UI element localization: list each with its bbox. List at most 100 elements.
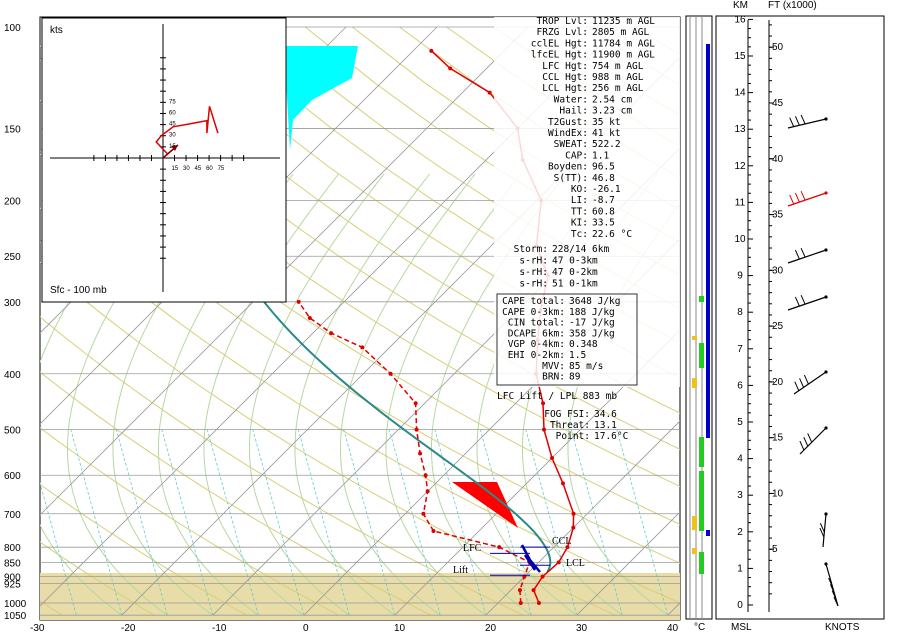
fog-label: FOG FSI: — [544, 409, 590, 420]
ft-tick-label: 40 — [772, 154, 784, 165]
pressure-tick-label: 100 — [4, 23, 21, 34]
index-value: 11900 m AGL — [592, 50, 655, 61]
index-label: Water: — [554, 94, 588, 105]
cape-value: 0.348 — [569, 339, 598, 350]
storm-value: 47 0-2km — [552, 267, 598, 278]
km-tick-label: 13 — [734, 124, 746, 135]
wind-column-frame — [715, 15, 885, 620]
cape-box — [496, 293, 638, 386]
dry-adiabat — [40, 541, 155, 616]
index-label: KI: — [571, 218, 588, 229]
index-label: TT: — [571, 206, 588, 217]
temperature-tick-label: 20 — [485, 623, 497, 634]
dewpoint-point — [431, 529, 436, 534]
temperature-point — [550, 455, 555, 460]
dewpoint-point — [423, 473, 428, 478]
pressure-tick-label: 500 — [4, 426, 21, 437]
pressure-tick-label: 700 — [4, 510, 21, 521]
dewpoint-point — [414, 427, 419, 432]
fog-value: 34.6 — [594, 409, 617, 420]
dewpoint-point — [518, 601, 523, 605]
isotherm — [40, 26, 438, 425]
dry-adiabat — [163, 26, 680, 379]
mixing-ratio-line — [70, 429, 123, 616]
moisture-bar-green — [699, 471, 704, 531]
km-tick-label: 12 — [734, 161, 746, 172]
temperature-tick-label: -30 — [30, 623, 45, 634]
km-tick-label: 10 — [734, 234, 746, 245]
index-label: KO: — [571, 184, 588, 195]
km-tick-label: 1 — [737, 563, 743, 574]
indices-background — [494, 17, 680, 387]
index-label: FRZG Lvl: — [537, 27, 588, 38]
temperature-tick-label: 10 — [394, 623, 406, 634]
dewpoint-point — [388, 371, 393, 376]
fog-value: 13.1 — [594, 420, 617, 431]
indices-panel: TROP Lvl: 11235 m AGL FRZG Lvl: 2805 m AGL c… — [494, 16, 680, 442]
wind-barb-dot — [824, 117, 828, 121]
km-tick-label: 3 — [737, 490, 743, 501]
temperature-tick-label: 40 — [667, 623, 679, 634]
index-value: 11235 m AGL — [592, 16, 655, 27]
moisture-bar-blue — [706, 44, 710, 438]
hodograph-x-tick-label: 15 — [172, 166, 179, 172]
parcel-lift-label: LFC Lift / LPL 883 mb — [497, 391, 617, 402]
pressure-tick-label: 150 — [4, 124, 21, 135]
index-value: -26.1 — [592, 184, 621, 195]
hodograph-range-label: Sfc - 100 mb — [50, 285, 107, 296]
hodograph-trace — [155, 106, 219, 155]
moisture-bar-yellow — [692, 378, 697, 388]
mixing-ratio-line — [525, 429, 578, 616]
pressure-tick-label: 800 — [4, 543, 21, 554]
pressure-tick-label: 900 — [4, 573, 21, 584]
hodograph-y-tick-label: 30 — [169, 133, 176, 139]
temperature-point — [536, 601, 541, 605]
wind-barb-staff — [822, 513, 827, 548]
ground-band — [40, 573, 680, 620]
ft-tick-label: 25 — [772, 321, 784, 332]
cape-value: 188 J/kg — [569, 307, 615, 318]
km-tick-label: 4 — [737, 454, 743, 465]
index-value: 41 kt — [592, 128, 621, 139]
ft-tick-label: 20 — [772, 377, 784, 388]
wind-barb-feather — [829, 584, 835, 594]
moisture-bar-yellow — [692, 516, 697, 530]
hodograph-x-tick-label: 75 — [218, 166, 225, 172]
index-value: 754 m AGL — [592, 61, 644, 72]
wind-barb-feather — [833, 596, 839, 607]
parcel-label: CCL — [552, 536, 571, 547]
moisture-bar-green — [699, 343, 704, 368]
wind-barb-feather — [831, 590, 837, 600]
moist-adiabat — [340, 173, 476, 616]
hodograph-inset: 15304560751530456075 kts Sfc - 100 mb — [41, 17, 287, 303]
index-value: 522.2 — [592, 139, 621, 150]
dewpoint-point — [296, 299, 301, 304]
moisture-bar-yellow — [692, 548, 697, 554]
temperature-point — [560, 481, 565, 486]
wind-barb-staff — [793, 371, 827, 395]
moisture-bar-green — [699, 552, 704, 574]
low-cape-area — [452, 482, 518, 528]
wind-barb-feather — [800, 114, 806, 125]
cape-value: 89 — [569, 372, 581, 383]
mixing-ratio-line — [434, 429, 487, 616]
km-tick-label: 0 — [737, 600, 743, 611]
km-tick-label: 15 — [734, 51, 746, 62]
km-tick-label: 2 — [737, 527, 743, 538]
wind-barb-feather — [789, 117, 795, 127]
storm-label: s-rH: — [519, 267, 548, 278]
wind-barb-feather — [803, 436, 809, 447]
ft-tick-label: 10 — [772, 488, 784, 499]
wind-barb-feather — [794, 116, 800, 126]
mixing-ratio-line — [388, 429, 441, 616]
dewpoint-point — [425, 489, 430, 494]
hodograph-unit-label: kts — [50, 25, 63, 36]
isotherm — [40, 26, 529, 516]
index-label: CCL Hgt: — [542, 72, 588, 83]
wind-barb-staff — [787, 192, 827, 207]
dry-adiabat — [116, 26, 680, 414]
wind-barb-feather — [819, 522, 825, 533]
temperature-tick-label: 0 — [303, 623, 309, 634]
